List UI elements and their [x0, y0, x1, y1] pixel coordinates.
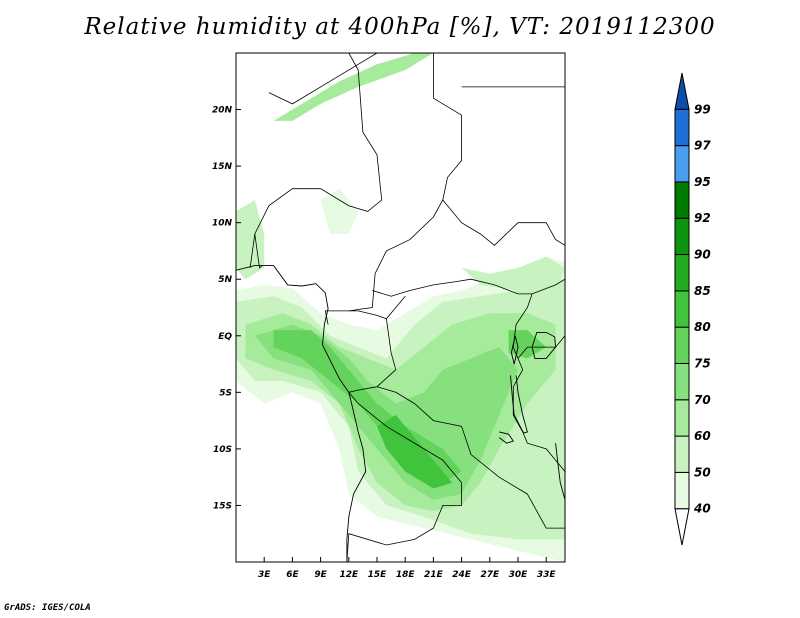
- colorbar-swatch: [674, 254, 690, 292]
- coastline: [510, 375, 528, 434]
- colorbar-swatch: [674, 72, 690, 110]
- humidity-region: [320, 188, 359, 234]
- longitude-tick-label: 33E: [537, 570, 557, 580]
- longitude-tick-label: 18E: [396, 570, 416, 580]
- colorbar-level-label: 40: [693, 502, 711, 516]
- humidity-region: [273, 53, 434, 121]
- latitude-tick-label: 10N: [212, 219, 233, 229]
- colorbar-labels: 40 50 60 70 75 80 85 90 92 95 97 99: [693, 102, 711, 515]
- latitude-tick-label: 5N: [218, 275, 232, 285]
- humidity-region: [508, 330, 547, 359]
- latitude-tick-label: 15N: [212, 162, 233, 172]
- colorbar-swatch: [674, 217, 690, 256]
- latitude-tick-label: 15S: [213, 501, 232, 511]
- colorbar-swatch: [674, 435, 690, 473]
- colorbar-swatch: [674, 326, 690, 364]
- colorbar-level-label: 99: [694, 102, 711, 116]
- colorbar-level-label: 92: [694, 211, 711, 225]
- colorbar-swatch: [674, 145, 690, 183]
- colorbar-level-label: 95: [694, 175, 711, 189]
- colorbar-swatches: [674, 72, 690, 546]
- country-border: [348, 295, 406, 320]
- colorbar-level-label: 70: [694, 393, 711, 407]
- longitude-tick-label: 30E: [509, 570, 529, 580]
- country-border: [372, 278, 565, 297]
- longitude-tick-label: 12E: [339, 570, 359, 580]
- colorbar-swatch: [674, 362, 690, 401]
- country-border: [254, 233, 263, 269]
- colorbar-level-label: 60: [694, 429, 711, 443]
- colorbar-swatch: [674, 508, 690, 546]
- longitude-tick-label: 15E: [368, 570, 388, 580]
- coastline: [510, 335, 519, 365]
- latitude-tick-label: 5S: [219, 388, 232, 398]
- humidity-region: [377, 415, 453, 489]
- colorbar-level-label: 50: [694, 465, 711, 479]
- grads-credit: GrADS: IGES/COLA: [4, 603, 91, 613]
- country-borders: [249, 53, 565, 562]
- colorbar-level-label: 97: [694, 139, 711, 153]
- longitude-tick-label: 24E: [452, 570, 472, 580]
- colorbar-swatch: [674, 108, 690, 147]
- coastline: [555, 443, 565, 500]
- longitude-axis: 3E 6E 9E 12E 15E 18E 21E 24E 27E 30E 33E: [258, 557, 556, 580]
- coastline: [498, 431, 515, 444]
- colorbar-swatch: [674, 290, 690, 328]
- longitude-tick-label: 21E: [424, 570, 444, 580]
- latitude-axis: 20N 15N 10N 5N EQ 5S 10S 15S: [212, 106, 241, 511]
- humidity-fill-layer: [236, 53, 565, 562]
- country-border: [512, 346, 565, 472]
- longitude-tick-label: 27E: [480, 570, 500, 580]
- country-border: [517, 335, 565, 359]
- colorbar-swatch: [674, 471, 690, 510]
- colorbar-level-label: 90: [694, 248, 711, 262]
- country-border: [249, 53, 383, 268]
- coastline: [531, 331, 557, 359]
- latitude-tick-label: 10S: [213, 445, 232, 455]
- country-border: [346, 392, 463, 562]
- latitude-tick-label: EQ: [218, 332, 232, 342]
- humidity-region: [236, 200, 265, 280]
- map-frame: [235, 52, 566, 563]
- longitude-tick-label: 9E: [314, 570, 327, 580]
- map-title: Relative humidity at 400hPa [%], VT: 201…: [84, 14, 716, 40]
- colorbar-level-label: 85: [694, 284, 711, 298]
- longitude-tick-label: 6E: [286, 570, 299, 580]
- coastlines: [236, 265, 565, 562]
- country-border: [348, 318, 397, 393]
- humidity-region: [461, 256, 565, 291]
- country-border: [512, 293, 533, 348]
- country-border: [268, 53, 378, 105]
- colorbar-swatch: [674, 399, 690, 437]
- latitude-tick-label: 20N: [212, 106, 233, 116]
- colorbar-swatch: [674, 181, 690, 219]
- colorbar-level-label: 80: [694, 320, 711, 334]
- country-border: [442, 199, 565, 246]
- coastline: [236, 265, 367, 562]
- longitude-tick-label: 3E: [258, 570, 271, 580]
- country-border: [324, 53, 463, 325]
- country-border: [376, 386, 565, 529]
- colorbar-level-label: 75: [694, 356, 711, 370]
